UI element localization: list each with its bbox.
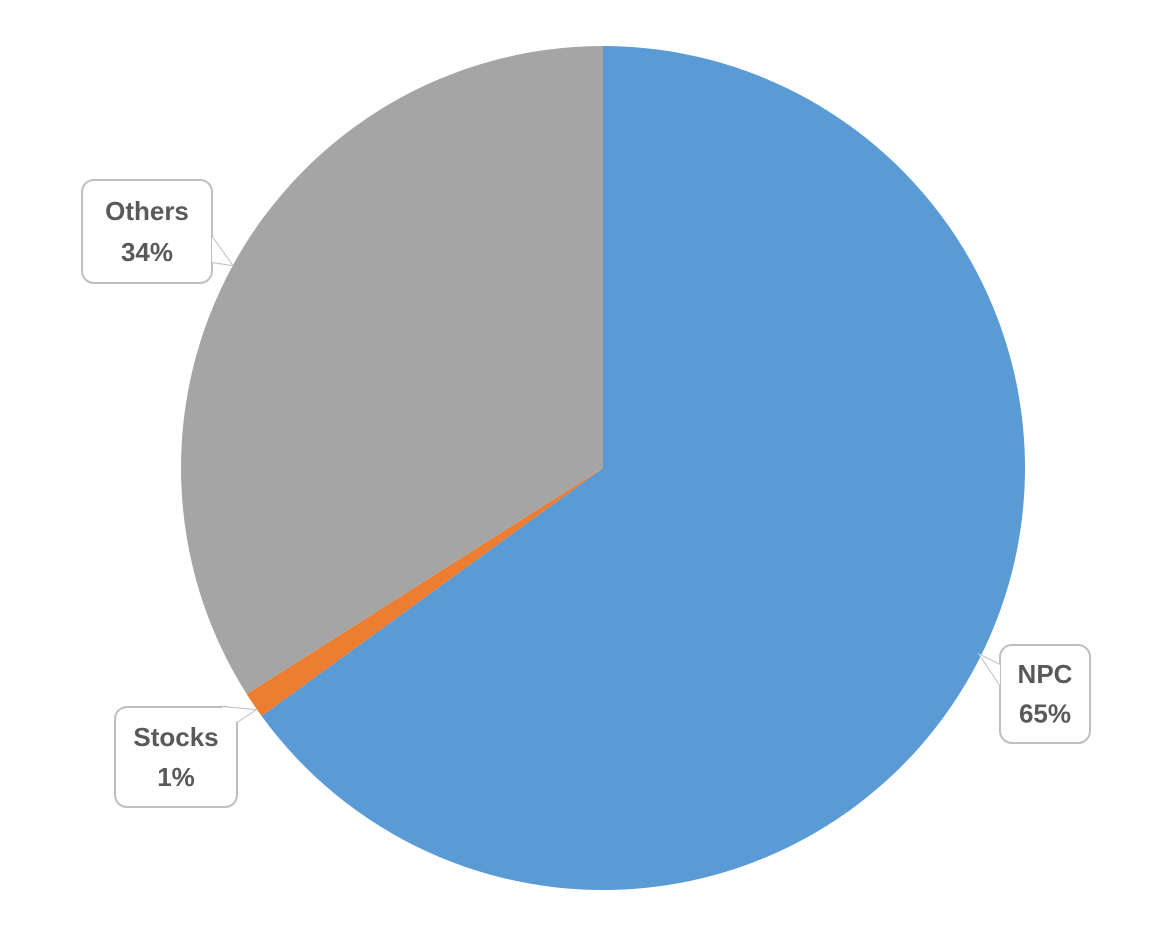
value-label: 34% (121, 237, 173, 267)
callout-box (999, 644, 1091, 744)
category-label: Others (105, 196, 189, 226)
callout-pointer-fill (222, 707, 255, 722)
callout-box (81, 179, 213, 284)
callout-box (114, 706, 238, 808)
callout-pointer-fill (980, 655, 1000, 685)
category-label: Stocks (133, 722, 218, 752)
pie-slice (246, 468, 604, 717)
value-label: 65% (1019, 698, 1071, 728)
pie-slice (181, 46, 603, 695)
category-label: NPC (1018, 659, 1073, 689)
callout-pointer-fill (212, 237, 232, 265)
pie-slice (261, 46, 1025, 890)
value-label: 1% (157, 762, 195, 792)
